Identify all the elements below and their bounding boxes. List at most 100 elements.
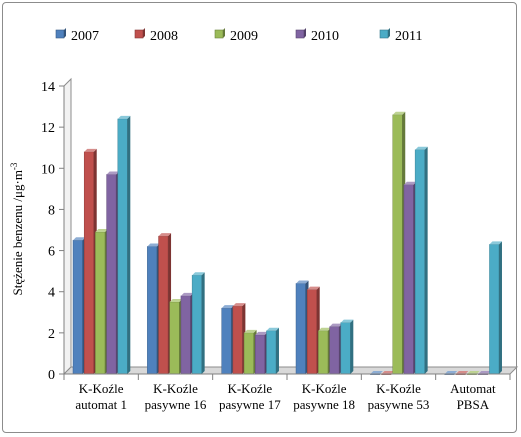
y-axis-title-superscript: -3 [9,162,19,170]
legend-item-2011: 2011 [379,28,422,44]
bar-front [169,301,180,375]
x-axis: K-Koźle automat 1K-Koźle pasywne 16K-Koźle… [63,373,511,412]
bar-top [489,241,502,245]
y-tick-label: 0 [48,368,55,383]
bar-front [180,295,191,375]
bar-top [95,229,108,233]
bar-2010 [403,181,417,375]
bar-front [95,231,106,375]
legend-swatch-side [143,28,145,38]
legend-label: 2009 [230,29,258,44]
bar-top [221,305,235,309]
bar-2007 [147,243,160,375]
bar-2009 [95,229,108,375]
bar-front [72,240,83,375]
legend-item-2008: 2008 [134,28,178,44]
bar-top [180,292,194,296]
bar-front [489,244,500,375]
bar-front [232,305,243,375]
bar-top [255,331,268,335]
legend-swatch [214,29,224,39]
legend-item-2007: 2007 [55,28,99,44]
bar-top [84,148,97,152]
legend-swatch-side [64,28,66,38]
legend: 2007 2008 2009 2010 2011 [55,28,422,44]
bar-side [350,319,354,374]
y-tick-label: 10 [41,162,55,177]
bar-top [444,371,458,374]
bar-2011 [191,272,205,375]
bar-top [403,181,417,185]
legend-swatch [134,29,144,39]
bar-front [295,283,306,375]
bar-top [329,323,343,327]
legend-swatch [295,29,305,39]
bar-top [232,303,246,307]
bar-2011 [414,146,428,375]
bar-top [192,272,205,276]
bar-2008 [306,286,320,375]
category-label: K-Koźle pasywne 17 [219,381,281,412]
bar-side [127,115,131,375]
legend-swatch-side [304,28,306,38]
bar-front [158,235,169,375]
bar-top [455,371,469,374]
y-tick-label: 8 [48,203,55,218]
chart-walls [62,77,519,376]
bar-top [370,371,383,374]
bar-2009 [392,111,406,375]
category-label: Automat PBSA [450,381,496,412]
bar-front [255,334,266,375]
bar-side [275,327,279,374]
category-label-line: K-Koźle [79,381,124,396]
bar-top [392,111,406,115]
bar-top [158,233,172,237]
bar-front [147,246,158,375]
bar-top [73,237,86,241]
bar-top [318,327,331,331]
bar-side [424,146,428,374]
bar-side [201,272,205,374]
category-label-line: K-Koźle [302,381,347,396]
y-axis-title: Stężenie benzenu /μg·m-3 [9,162,25,295]
category-label-line: PBSA [457,397,490,412]
bar-top [478,371,491,374]
bar-top [415,146,428,150]
bar-2007 [295,280,309,375]
bar-top [296,280,309,284]
bar-front [403,184,414,375]
y-tick-label: 14 [41,80,55,95]
bar-2011 [340,319,354,375]
bar-front [106,174,117,375]
legend-swatch [379,29,389,39]
bar-2011 [266,327,279,375]
y-tick-label: 12 [41,121,55,136]
bar-front [243,332,254,375]
category-label-line: pasywne 18 [293,397,355,412]
bars [72,111,502,375]
legend-item-2009: 2009 [214,28,258,44]
bar-top [340,319,354,323]
category-label: K-Koźle pasywne 16 [145,381,207,412]
bar-top [307,286,320,290]
y-tick-label: 4 [48,286,55,301]
legend-swatch [55,29,65,39]
bar-top [106,171,120,175]
bar-front [266,330,277,375]
bar-2010 [106,171,120,375]
bar-2010 [180,292,194,375]
y-tick-label: 6 [48,245,55,260]
legend-swatch-side [223,28,225,38]
bar-top [169,299,183,302]
bar-2009 [169,299,183,375]
bar-2008 [158,233,172,375]
bar-side [498,241,502,374]
bar-top [266,327,279,331]
category-label-line: K-Koźle [376,381,421,396]
category-label-line: K-Koźle [153,381,198,396]
legend-swatch-side [388,28,390,38]
side-wall [63,77,72,376]
category-label-line: automat 1 [75,397,127,412]
legend-label: 2010 [311,29,339,44]
